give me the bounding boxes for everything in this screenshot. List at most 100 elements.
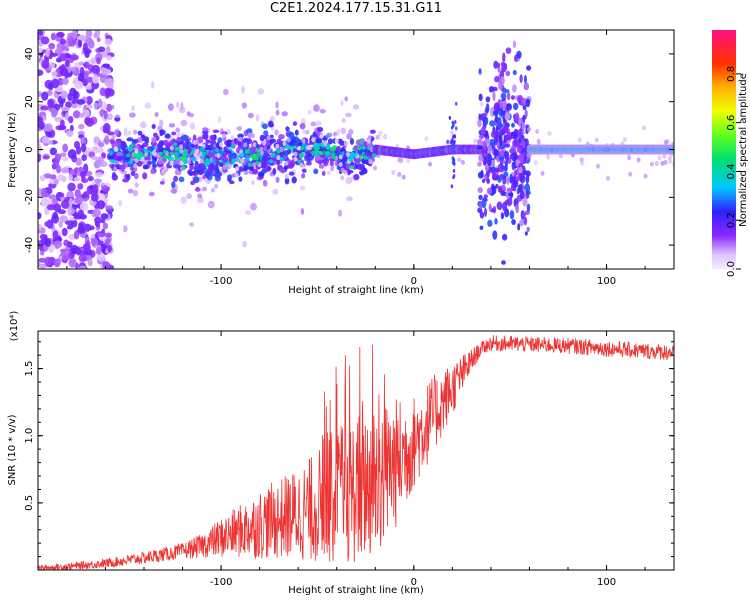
spectrogram-cell: [59, 215, 69, 223]
spectrogram-cell: [97, 232, 105, 238]
spectrogram-cell: [40, 197, 49, 207]
spectrogram-cell: [301, 173, 306, 179]
spectrogram-cell: [623, 136, 628, 142]
spectrogram-cell: [78, 123, 85, 130]
spectrogram-cell: [96, 256, 106, 262]
spectrogram-cell: [498, 80, 503, 90]
spectrogram-cell: [305, 161, 312, 166]
spectrogram-cell: [487, 144, 493, 155]
spectrogram-cell: [238, 136, 243, 142]
spectrogram-cell: [306, 156, 311, 164]
spectrogram-cell: [129, 166, 135, 171]
spectrogram-cell: [176, 131, 181, 137]
spectrogram-cell: [521, 97, 527, 107]
spectrogram-cell: [58, 65, 66, 71]
spectrogram-cell: [349, 165, 354, 170]
spectrogram-cell: [242, 138, 249, 143]
spectrogram-cell: [197, 164, 202, 170]
spectrogram-cell: [161, 169, 166, 175]
spectrogram-cell: [95, 246, 102, 255]
spectrogram-cell: [496, 116, 502, 127]
spectrogram-cell: [628, 171, 633, 177]
spectrogram-cell: [77, 39, 82, 48]
spectrogram-cell: [151, 150, 156, 156]
spectrogram-cell: [513, 139, 517, 147]
spectrogram-cell: [128, 160, 134, 165]
spectrogram-cell: [140, 144, 145, 149]
spectrogram-cell: [519, 173, 526, 184]
spectrogram-cell: [353, 173, 360, 181]
spectrogram-cell: [330, 166, 335, 172]
spectrogram-cell: [102, 222, 109, 230]
spectrogram-cell: [121, 142, 127, 150]
spectrogram-cell: [306, 153, 311, 159]
spectrogram-cell: [38, 223, 43, 231]
spectrogram-cell: [329, 159, 334, 167]
spectrogram-cell: [179, 144, 184, 150]
spectrogram-cell: [98, 193, 106, 201]
spectrogram-cell: [80, 143, 87, 153]
spectrogram-cell: [487, 153, 493, 162]
spectrogram-cell: [124, 127, 128, 134]
spectrogram-cell: [53, 258, 61, 267]
spectrogram-cell: [513, 179, 519, 188]
spectrogram-cell: [480, 169, 484, 178]
spectrogram-cell: [90, 233, 96, 240]
spectrogram-cell: [130, 143, 135, 148]
spectrogram-cell: [81, 154, 87, 162]
spectrogram-cell: [336, 128, 340, 136]
spectrogram-cell: [484, 164, 489, 172]
spectrogram-cell: [38, 263, 47, 269]
spectrogram-cell: [284, 173, 289, 179]
spectrogram-cell: [171, 131, 177, 136]
spectrogram-cell: [493, 104, 498, 111]
spectrogram-cell: [526, 65, 532, 71]
spectrogram-cell: [164, 143, 171, 148]
spectrogram-cell: [479, 101, 484, 107]
spectrogram-cell: [86, 104, 93, 109]
spectrogram-cell: [358, 138, 364, 143]
spectrogram-cell: [138, 151, 143, 157]
spectrogram-cell: [71, 99, 76, 105]
spectrogram-cell: [473, 138, 478, 144]
spectrogram-cell: [282, 141, 287, 147]
spectrogram-cell: [133, 129, 138, 135]
spectrogram-cell: [115, 161, 120, 165]
spectrogram-cell: [326, 170, 331, 176]
spectrogram-cell: [128, 112, 136, 118]
spectrogram-cell: [197, 198, 204, 203]
spectrogram-cell: [93, 136, 101, 144]
spectrogram-cell: [96, 223, 101, 228]
spectrogram-cell: [514, 54, 518, 63]
spectrogram-cell: [383, 134, 388, 140]
spectrogram-cell: [78, 61, 85, 66]
spectrogram-cell: [331, 155, 337, 160]
spectrogram-cell: [190, 122, 195, 130]
spectrogram-cell: [357, 146, 362, 151]
spectrogram-cell: [347, 169, 354, 174]
spectrogram-cell: [315, 143, 321, 148]
spectrogram-cell: [243, 142, 248, 148]
spectrogram-cell: [151, 159, 156, 167]
spectrogram-cell: [235, 166, 240, 172]
spectrogram-cell: [546, 154, 551, 160]
spectrogram-cell: [516, 146, 523, 153]
spectrogram-cell: [504, 112, 511, 121]
spectrogram-cell: [87, 175, 94, 182]
spectrogram-cell: [331, 152, 336, 157]
spectrogram-cell: [126, 153, 131, 158]
spectrogram-cell: [48, 42, 56, 50]
spectrogram-cell: [143, 159, 148, 165]
spectrogram-cell: [77, 183, 84, 190]
spectrogram-cell: [338, 154, 343, 160]
spectrogram-cell: [305, 129, 310, 135]
spectrogram-cell: [366, 138, 371, 144]
spectrogram-cell: [57, 209, 67, 215]
spectrogram-cell: [60, 167, 70, 174]
spectrogram-cell: [176, 101, 180, 108]
spectrogram-cell: [43, 173, 52, 179]
spectrogram-cell: [105, 45, 111, 54]
spectrogram-cell: [85, 76, 94, 83]
spectrogram-cell: [516, 50, 522, 59]
spectrogram-cell: [68, 258, 77, 268]
